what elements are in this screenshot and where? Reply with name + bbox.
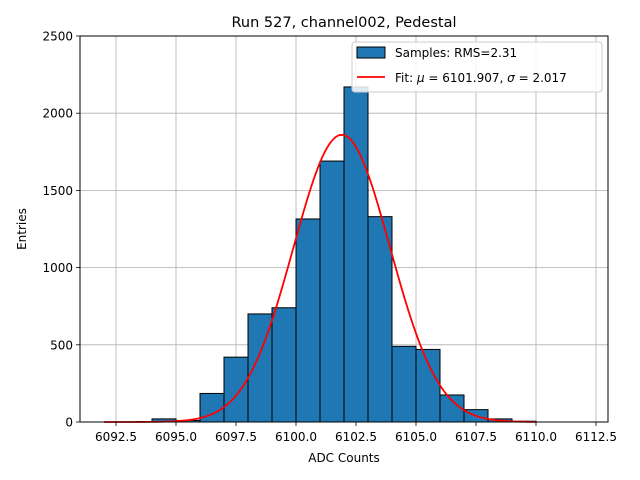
plot-frame [79, 35, 609, 423]
y-axis-label: Entries [15, 208, 29, 250]
legend-fit-label: Fit: μ = 6101.907, σ = 2.017 [395, 71, 567, 85]
x-axis-label: ADC Counts [308, 451, 380, 465]
y-axis-ticks: 0 500 1000 1500 2000 2500 [42, 30, 80, 430]
histogram-bar [367, 216, 393, 423]
y-tick-label: 2000 [42, 107, 73, 121]
y-tick-label: 0 [65, 416, 73, 430]
x-axis-ticks: 6092.5 6095.0 6097.5 6100.0 6102.5 6105.0 6107… [95, 422, 617, 444]
y-tick-label: 2500 [42, 30, 73, 44]
legend-samples-label: Samples: RMS=2.31 [395, 46, 517, 60]
legend-samples-patch [356, 46, 386, 59]
histogram-bar [295, 218, 321, 423]
histogram-bar [223, 356, 249, 423]
histogram-bar [271, 307, 297, 423]
x-tick-label: 6095.0 [155, 430, 197, 444]
x-tick-label: 6092.5 [95, 430, 137, 444]
histogram-bar [415, 348, 441, 423]
x-tick-label: 6105.0 [395, 430, 437, 444]
x-tick-label: 6102.5 [335, 430, 377, 444]
y-tick-label: 1000 [42, 261, 73, 275]
gaussian-fit-layer [104, 133, 537, 423]
histogram-bar [343, 86, 369, 423]
x-tick-label: 6100.0 [275, 430, 317, 444]
x-tick-label: 6112.5 [575, 430, 617, 444]
legend: Samples: RMS=2.31 Fit: μ = 6101.907, σ =… [351, 41, 603, 93]
histogram-bar [391, 345, 417, 423]
histogram-bar [319, 160, 345, 423]
x-tick-label: 6110.0 [515, 430, 557, 444]
histogram-bars [151, 86, 537, 423]
y-tick-label: 1500 [42, 184, 73, 198]
x-tick-label: 6097.5 [215, 430, 257, 444]
gaussian-fit-curve [104, 133, 537, 423]
chart-title: Run 527, channel002, Pedestal [231, 15, 456, 31]
legend-box [351, 41, 603, 93]
y-tick-label: 500 [50, 338, 73, 352]
x-tick-label: 6107.5 [455, 430, 497, 444]
